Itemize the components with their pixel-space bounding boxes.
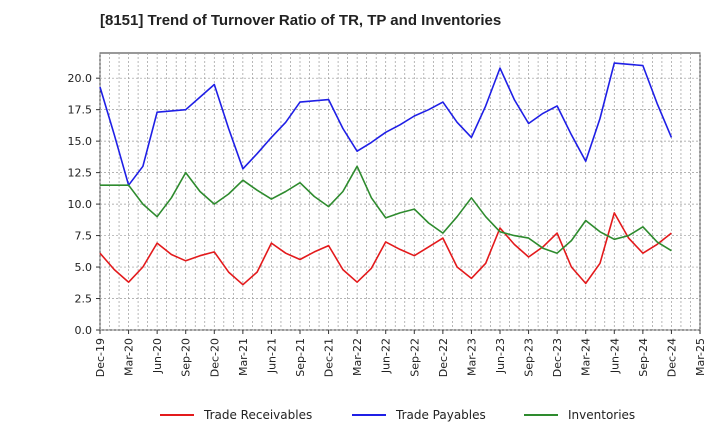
- x-tick-label: Jun-23: [494, 338, 507, 374]
- legend-label: Trade Payables: [395, 408, 486, 422]
- y-tick-label: 7.5: [75, 230, 93, 243]
- y-tick-label: 5.0: [75, 261, 93, 274]
- x-tick-label: Mar-22: [351, 338, 364, 376]
- series-line-trade-receivables: [99, 212, 672, 286]
- y-tick-label: 2.5: [75, 293, 93, 306]
- x-tick-label: Mar-20: [123, 338, 136, 376]
- x-tick-label: Mar-25: [694, 338, 707, 376]
- x-tick-label: Mar-23: [465, 338, 478, 376]
- x-tick-label: Dec-23: [551, 338, 564, 377]
- y-tick-label: 17.5: [68, 104, 93, 117]
- x-tick-label: Dec-21: [323, 338, 336, 377]
- x-tick-label: Jun-22: [380, 338, 393, 374]
- x-tick-label: Sep-22: [408, 338, 421, 377]
- x-tick-label: Sep-21: [294, 338, 307, 377]
- series-line-trade-payables: [99, 62, 673, 186]
- y-tick-label: 15.0: [68, 135, 93, 148]
- x-tick-label: Dec-19: [94, 338, 107, 377]
- legend-label: Trade Receivables: [203, 408, 312, 422]
- x-tick-label: Mar-21: [237, 338, 250, 376]
- series-line-inventories: [100, 165, 672, 254]
- y-tick-label: 10.0: [68, 198, 93, 211]
- x-tick-label: Sep-23: [523, 338, 536, 377]
- y-tick-label: 20.0: [68, 72, 93, 85]
- x-tick-label: Mar-24: [580, 338, 593, 376]
- plot-area: [99, 52, 701, 331]
- x-tick-label: Jun-20: [151, 338, 164, 374]
- x-tick-label: Dec-24: [665, 338, 678, 377]
- y-tick-label: 0.0: [75, 324, 93, 337]
- chart-title: [8151] Trend of Turnover Ratio of TR, TP…: [100, 12, 502, 29]
- y-tick-label: 12.5: [68, 167, 93, 180]
- x-tick-label: Sep-24: [637, 338, 650, 377]
- x-tick-label: Sep-20: [180, 338, 193, 377]
- x-tick-label: Jun-21: [265, 338, 278, 374]
- x-tick-label: Dec-20: [208, 338, 221, 377]
- legend-label: Inventories: [568, 408, 635, 422]
- x-tick-label: Jun-24: [608, 338, 621, 374]
- x-tick-label: Dec-22: [437, 338, 450, 377]
